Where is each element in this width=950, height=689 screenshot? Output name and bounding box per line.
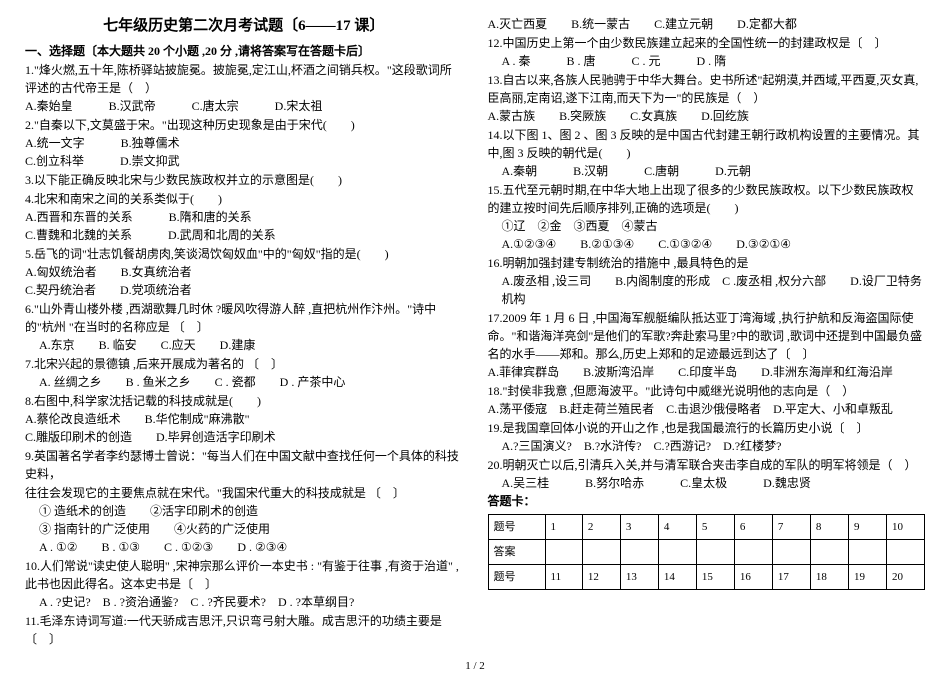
cell: 题号 (488, 515, 545, 540)
q2: 2."自秦以下,文莫盛于宋。"出现这种历史现象是由于宋代( ) (25, 116, 463, 134)
cell: 7 (772, 515, 810, 540)
q11: 11.毛泽东诗词写道:一代天骄成吉思汗,只识弯弓射大雕。成吉思汗的功绩主要是〔 … (25, 612, 463, 648)
cell: 20 (886, 565, 924, 590)
q7: 7.北宋兴起的景德镇 ,后来开展成为著名的 〔 〕 (25, 355, 463, 373)
table-row: 答案 (488, 540, 925, 565)
q20: 20.明朝灭亡以后,引清兵入关,并与清军联合夹击李自成的军队的明军将领是（ ） (488, 456, 926, 474)
q14-options: A.秦朝 B.汉朝 C.唐朝 D.元朝 (502, 162, 926, 180)
q9b: 往往会发现它的主要焦点就在宋代。"我国宋代重大的科技成就是 〔 〕 (25, 484, 463, 502)
q13-options: A.蒙古族 B.突厥族 C.女真族 D.回纥族 (488, 107, 926, 125)
cell: 4 (658, 515, 696, 540)
cell: 10 (886, 515, 924, 540)
q9-sub: ① 造纸术的创造 ②活字印刷术的创造 ③ 指南针的广泛使用 ④火药的广泛使用 (39, 502, 463, 538)
cell: 6 (734, 515, 772, 540)
right-column: A.灭亡西夏 B.统一蒙古 C.建立元朝 D.定都大都 12.中国历史上第一个由… (488, 15, 926, 648)
q13: 13.自古以来,各族人民驰骋于中华大舞台。史书所述"起朔漠,并西域,平西夏,灭女… (488, 71, 926, 107)
cell: 18 (810, 565, 848, 590)
q16: 16.明朝加强封建专制统治的措施中 ,最具特色的是 (488, 254, 926, 272)
cell: 19 (848, 565, 886, 590)
cell: 11 (545, 565, 582, 590)
q2-options: A.统一文字 B.独尊儒术 C.创立科举 D.崇文抑武 (25, 134, 463, 170)
q17-options: A.菲律宾群岛 B.波斯湾沿岸 C.印度半岛 D.非洲东海岸和红海沿岸 (488, 363, 926, 381)
q6-options: A.东京 B. 临安 C.应天 D.建康 (39, 336, 463, 354)
q18: 18."封侯非我意 ,但愿海波平。"此诗句中威继光说明他的志向是（ ） (488, 382, 926, 400)
cell: 17 (772, 565, 810, 590)
q12: 12.中国历史上第一个由少数民族建立起来的全国性统一的封建政权是〔 〕 (488, 34, 926, 52)
q5: 5.岳飞的词"壮志饥餐胡虏肉,笑谈渴饮匈奴血"中的"匈奴"指的是( ) (25, 245, 463, 263)
q11-options: A.灭亡西夏 B.统一蒙古 C.建立元朝 D.定都大都 (488, 15, 926, 33)
cell: 8 (810, 515, 848, 540)
cell[interactable] (658, 540, 696, 565)
section1-header: 一、选择题〔本大题共 20 个小题 ,20 分 ,请将答案写在答题卡后〕 (25, 42, 463, 60)
cell[interactable] (848, 540, 886, 565)
q15-options: A.①②③④ B.②①③④ C.①③②④ D.③②①④ (502, 235, 926, 253)
q20-options: A.吴三桂 B.努尔哈赤 C.皇太极 D.魏忠贤 (502, 474, 926, 492)
q15-sub: ①辽 ②金 ③西夏 ④蒙古 (502, 217, 926, 235)
q6: 6."山外青山楼外楼 ,西湖歌舞几时休 ?暖风吹得游人醉 ,直把杭州作汴州。"诗… (25, 300, 463, 336)
cell: 13 (620, 565, 658, 590)
cell[interactable] (734, 540, 772, 565)
cell: 16 (734, 565, 772, 590)
q4-options: A.西晋和东晋的关系 B.隋和唐的关系 C.曹魏和北魏的关系 D.武周和北周的关… (25, 208, 463, 244)
q7-options: A. 丝绸之乡 B . 鱼米之乡 C . 瓷都 D . 产茶中心 (39, 373, 463, 391)
q19-options: A.?三国演义? B.?水浒传? C.?西游记? D.?红楼梦? (502, 437, 926, 455)
exam-title: 七年级历史第二次月考试题〔6——17 课〕 (25, 15, 463, 38)
q9: 9.英国著名学者李约瑟博士曾说："每当人们在中国文献中查找任何一个具体的科技史料… (25, 447, 463, 483)
table-row: 题号 1 2 3 4 5 6 7 8 9 10 (488, 515, 925, 540)
q3: 3.以下能正确反映北宋与少数民族政权并立的示意图是( ) (25, 171, 463, 189)
cell[interactable] (696, 540, 734, 565)
cell: 9 (848, 515, 886, 540)
q4: 4.北宋和南宋之间的关系类似于( ) (25, 190, 463, 208)
cell: 15 (696, 565, 734, 590)
q1-options: A.秦始皇 B.汉武帝 C.唐太宗 D.宋太祖 (25, 97, 463, 115)
q1: 1."烽火燃,五十年,陈桥驿站披旎冕。披旎冕,定江山,杯酒之间销兵权。"这段歌词… (25, 61, 463, 97)
q17: 17.2009 年 1 月 6 日 ,中国海军舰艇编队抵达亚丁湾海域 ,执行护航… (488, 309, 926, 363)
q16-options: A.废丞相 ,设三司 B.内阁制度的形成 C .废丞相 ,权分六部 D.设厂卫特… (502, 272, 926, 308)
q12-options: A . 秦 B . 唐 C . 元 D . 隋 (502, 52, 926, 70)
answer-card-label: 答题卡： (488, 492, 926, 510)
cell: 1 (545, 515, 582, 540)
table-row: 题号 11 12 13 14 15 16 17 18 19 20 (488, 565, 925, 590)
answer-table: 题号 1 2 3 4 5 6 7 8 9 10 答案 (488, 514, 926, 590)
cell[interactable] (886, 540, 924, 565)
cell: 2 (582, 515, 620, 540)
cell[interactable] (772, 540, 810, 565)
q14: 14.以下图 1、图 2 、图 3 反映的是中国古代封建王朝行政机构设置的主要情… (488, 126, 926, 162)
q5-options: A.匈奴统治者 B.女真统治者 C.契丹统治者 D.党项统治者 (25, 263, 463, 299)
cell[interactable] (810, 540, 848, 565)
page-columns: 七年级历史第二次月考试题〔6——17 课〕 一、选择题〔本大题共 20 个小题 … (25, 15, 925, 648)
cell: 14 (658, 565, 696, 590)
q15: 15.五代至元朝时期,在中华大地上出现了很多的少数民族政权。以下少数民族政权的建… (488, 181, 926, 217)
cell: 5 (696, 515, 734, 540)
cell[interactable] (545, 540, 582, 565)
cell[interactable] (582, 540, 620, 565)
q9-options: A . ①② B . ①③ C . ①②③ D . ②③④ (39, 538, 463, 556)
q10: 10.人们常说"读史使人聪明" ,宋神宗那么评价一本史书 : "有鉴于往事 ,有… (25, 557, 463, 593)
q19: 19.是我国章回体小说的开山之作 ,也是我国最流行的长篇历史小说〔 〕 (488, 419, 926, 437)
q8: 8.右图中,科学家沈括记载的科技成就是( ) (25, 392, 463, 410)
cell: 12 (582, 565, 620, 590)
cell: 题号 (488, 565, 545, 590)
cell: 答案 (488, 540, 545, 565)
q18-options: A.荡平倭寇 B.赶走荷兰殖民者 C.击退沙俄侵略者 D.平定大、小和卓叛乱 (488, 400, 926, 418)
q8-options: A.蔡伦改良造纸术 B.华佗制成"麻沸散" C.雕版印刷术的创造 D.毕昇创造活… (25, 410, 463, 446)
cell[interactable] (620, 540, 658, 565)
q10-options: A . ?史记? B . ?资治通鉴? C . ?齐民要术? D . ?本草纲目… (39, 593, 463, 611)
cell: 3 (620, 515, 658, 540)
left-column: 七年级历史第二次月考试题〔6——17 课〕 一、选择题〔本大题共 20 个小题 … (25, 15, 463, 648)
